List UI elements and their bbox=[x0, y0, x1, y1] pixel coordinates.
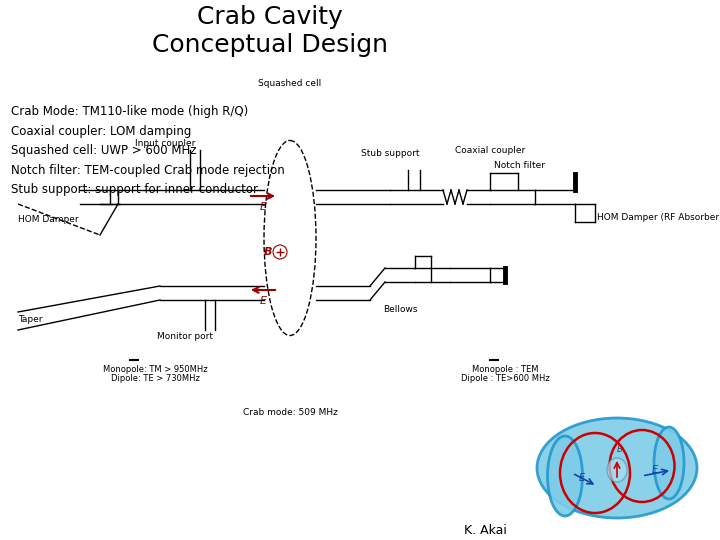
Text: Dipole: TE > 730MHz: Dipole: TE > 730MHz bbox=[111, 374, 199, 383]
Text: K. Akai: K. Akai bbox=[464, 524, 508, 537]
Ellipse shape bbox=[547, 436, 582, 516]
Text: Monitor port: Monitor port bbox=[157, 332, 213, 341]
Ellipse shape bbox=[607, 458, 627, 482]
Text: HOM Damper: HOM Damper bbox=[18, 215, 78, 225]
Text: Squashed cell: Squashed cell bbox=[258, 79, 322, 88]
Ellipse shape bbox=[654, 427, 684, 499]
Text: B: B bbox=[264, 247, 272, 257]
Text: Coaxial coupler: LOM damping: Coaxial coupler: LOM damping bbox=[11, 125, 192, 138]
Text: Stub support: support for inner conductor: Stub support: support for inner conducto… bbox=[11, 183, 258, 196]
Text: B: B bbox=[617, 446, 623, 455]
Text: Squashed cell: UWP > 600 MHz: Squashed cell: UWP > 600 MHz bbox=[11, 144, 197, 157]
Text: E: E bbox=[259, 202, 266, 212]
Ellipse shape bbox=[537, 418, 697, 518]
Text: Notch filter: TEM-coupled Crab mode rejection: Notch filter: TEM-coupled Crab mode reje… bbox=[11, 164, 284, 177]
Text: Bellows: Bellows bbox=[383, 305, 418, 314]
Text: Taper: Taper bbox=[18, 315, 42, 325]
Text: Dipole : TE>600 MHz: Dipole : TE>600 MHz bbox=[461, 374, 549, 383]
Text: HOM Damper (RF Absorber): HOM Damper (RF Absorber) bbox=[597, 213, 720, 222]
Text: E: E bbox=[259, 296, 266, 306]
Text: Monopole: TM > 950MHz: Monopole: TM > 950MHz bbox=[103, 365, 207, 374]
Text: Crab Cavity
Conceptual Design: Crab Cavity Conceptual Design bbox=[152, 5, 388, 57]
Text: Notch filter: Notch filter bbox=[495, 161, 546, 170]
Text: Input coupler: Input coupler bbox=[135, 139, 195, 148]
Text: Crab Mode: TM110-like mode (high R/Q): Crab Mode: TM110-like mode (high R/Q) bbox=[11, 105, 248, 118]
Text: E: E bbox=[579, 473, 585, 483]
Text: Stub support: Stub support bbox=[361, 149, 419, 158]
Text: E: E bbox=[652, 465, 658, 475]
Text: Coaxial coupler: Coaxial coupler bbox=[455, 146, 525, 155]
Text: Monopole : TEM: Monopole : TEM bbox=[472, 365, 539, 374]
Text: Crab mode: 509 MHz: Crab mode: 509 MHz bbox=[243, 408, 338, 417]
